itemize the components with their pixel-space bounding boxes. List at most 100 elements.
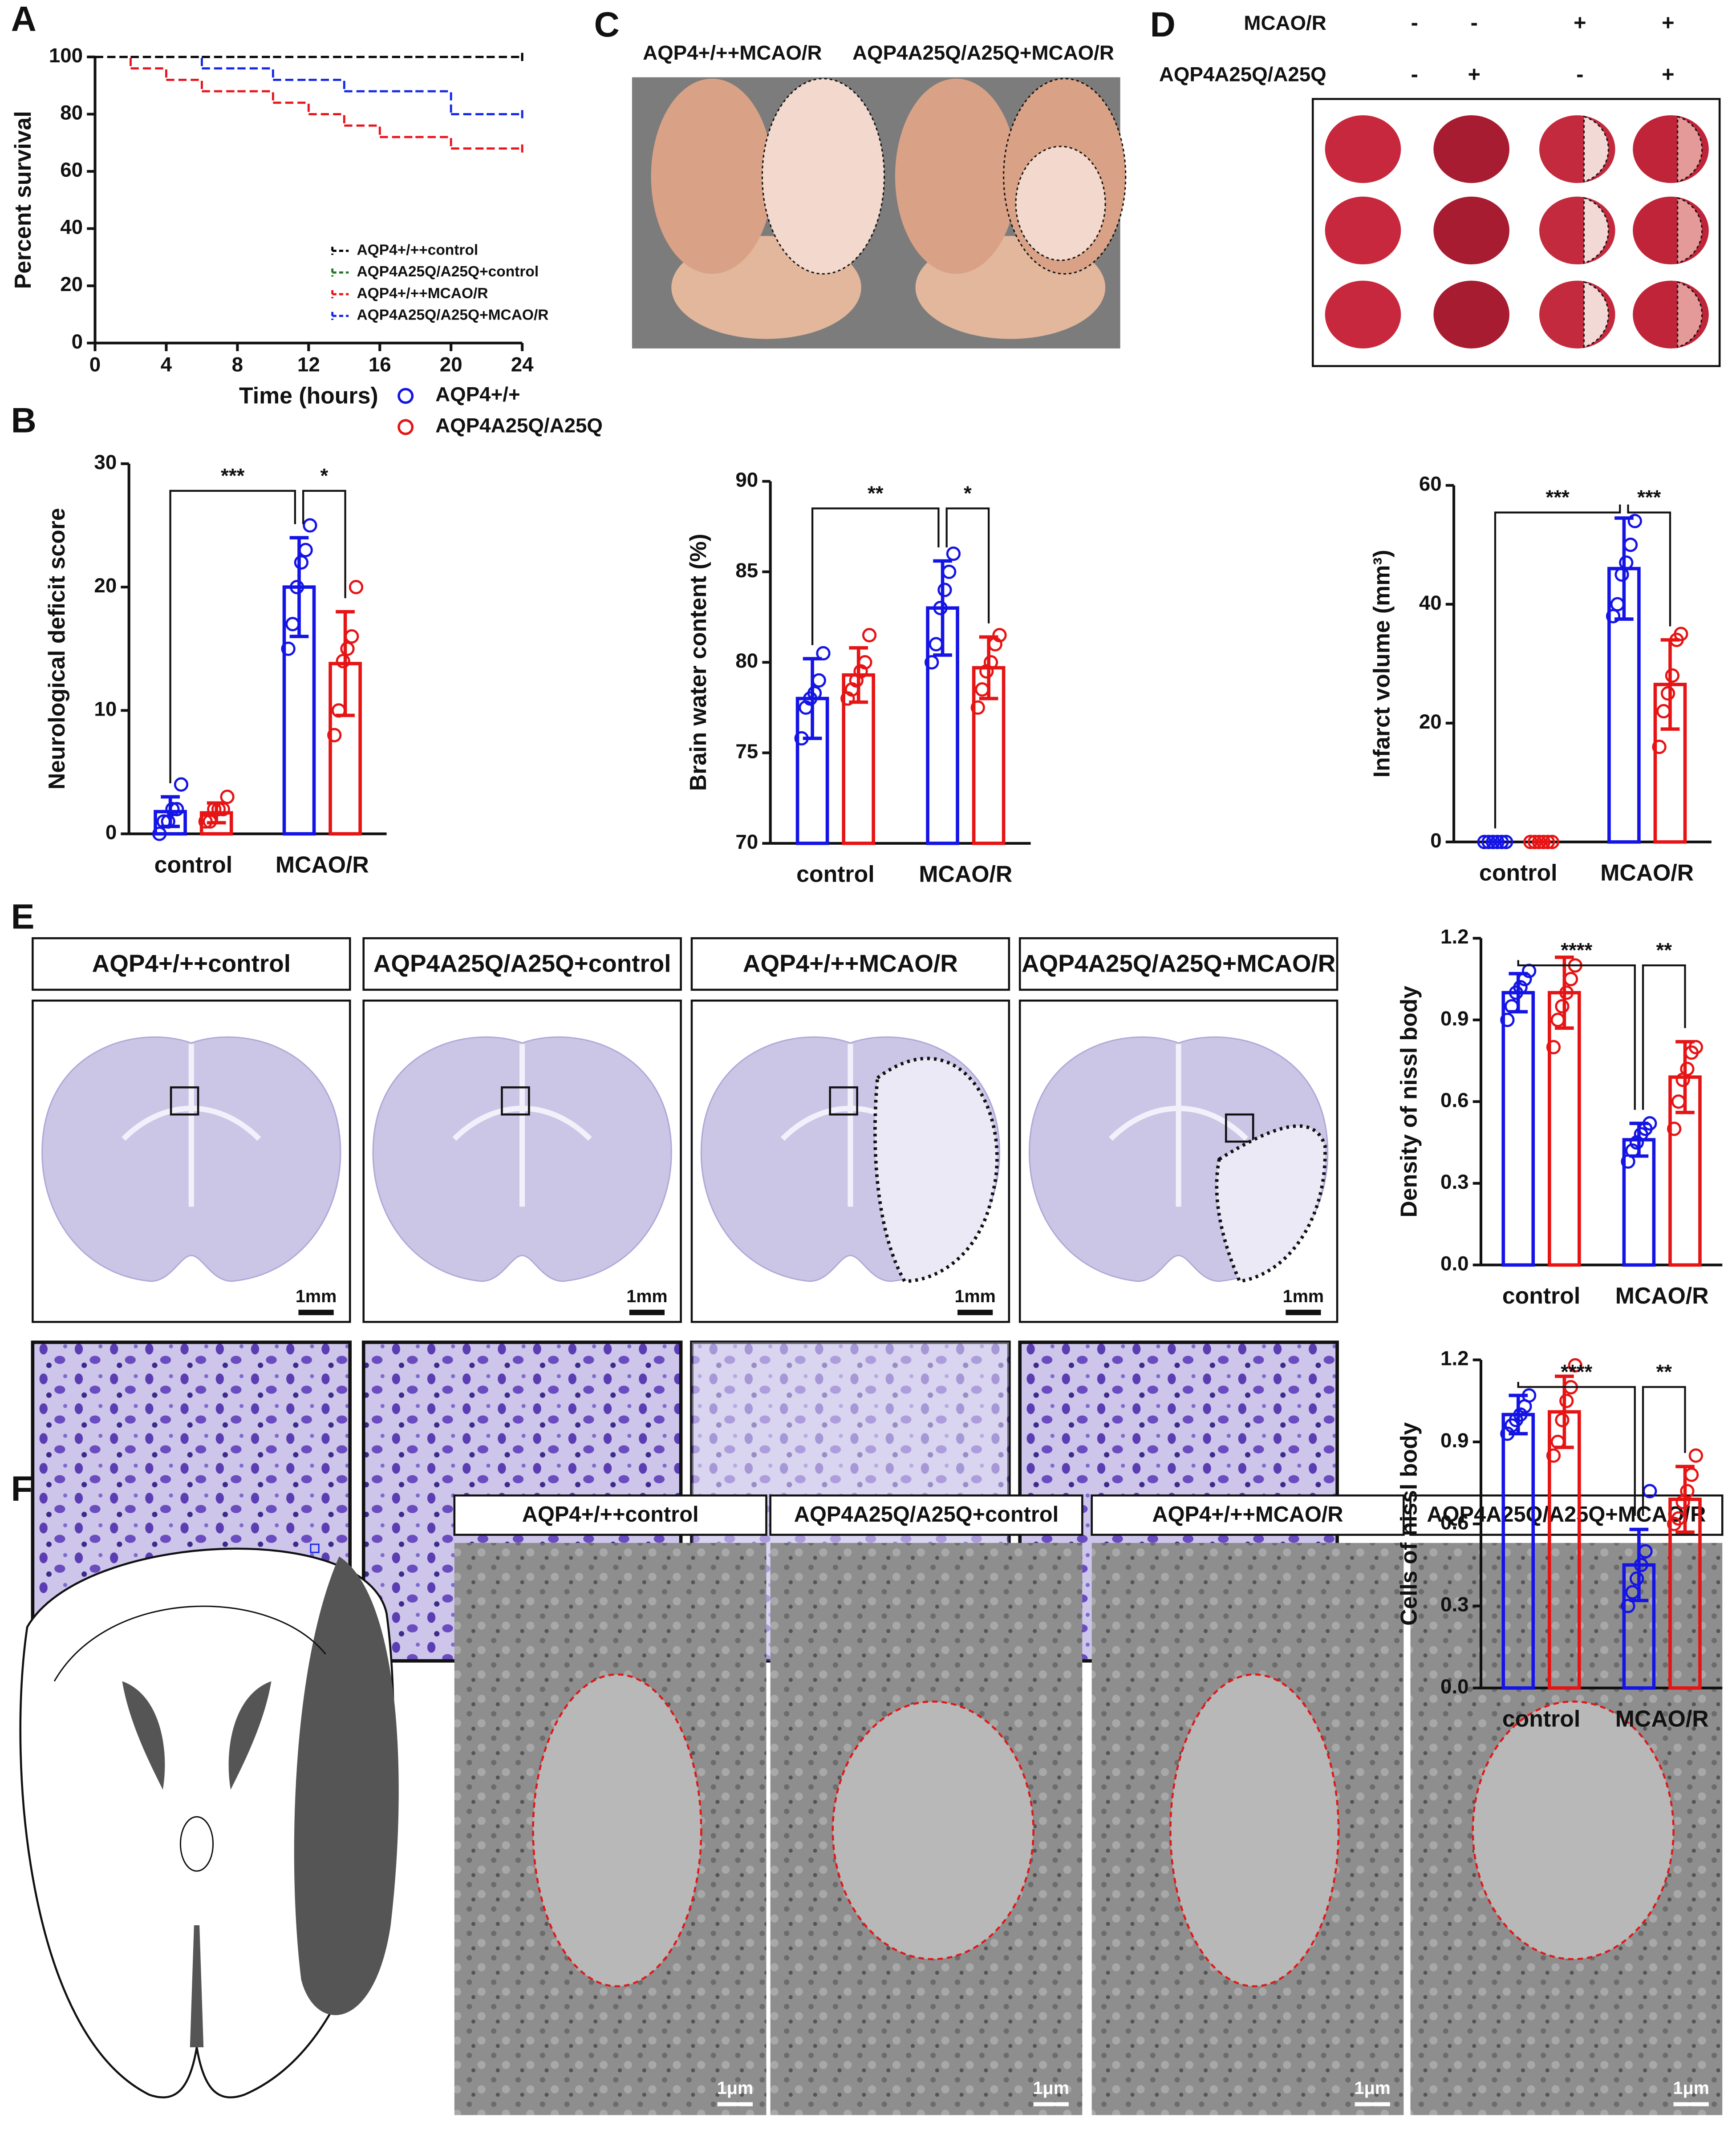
row-label: MCAO/R	[1244, 12, 1326, 34]
survival-step	[308, 113, 345, 126]
legend-label: AQP4A25Q/A25Q	[435, 414, 603, 437]
data-point	[929, 637, 944, 652]
error-bar	[336, 610, 355, 717]
image-label: AQP4+/++MCAO/R	[643, 41, 822, 64]
panel-g: AQP4+/++control 1μm AQP4A25Q/A25Q+control 1…	[453, 1494, 1724, 2115]
data-point	[1610, 597, 1625, 611]
data-point	[289, 579, 304, 595]
x-tick-label: MCAO/R	[276, 851, 369, 877]
y-axis-label: Percent survival	[10, 111, 36, 289]
data-point	[925, 655, 939, 670]
ventricle	[228, 1681, 272, 1790]
data-point	[1550, 1434, 1565, 1450]
y-axis-label: Neurological deficit score	[44, 508, 69, 790]
x-tick-label: 16	[369, 353, 391, 376]
infarct	[1583, 281, 1609, 348]
image-label: AQP4+/++MCAO/R	[743, 950, 958, 977]
data-point	[1500, 1012, 1515, 1027]
y-tick-label: 40	[60, 216, 83, 239]
y-tick-label: 1.2	[1440, 925, 1469, 948]
data-point	[1623, 538, 1638, 552]
legend-marker	[397, 419, 414, 435]
midline	[452, 1044, 592, 1207]
condition-sign: -	[1411, 62, 1418, 86]
data-point	[1634, 1558, 1648, 1572]
data-point	[331, 703, 346, 718]
roi-box	[310, 1543, 320, 1553]
infarct	[1677, 115, 1703, 183]
data-point	[215, 802, 230, 817]
data-point	[303, 518, 317, 533]
data-point	[1660, 686, 1675, 701]
header-box	[769, 1494, 1083, 1536]
data-point	[933, 601, 948, 616]
data-point	[174, 777, 189, 792]
corpus-callosum	[53, 1605, 326, 1682]
data-point	[165, 802, 180, 817]
data-point	[1559, 985, 1574, 1000]
brain-slice	[1325, 196, 1401, 265]
data-point	[1563, 972, 1578, 987]
data-point	[858, 655, 872, 670]
data-point	[1656, 704, 1671, 719]
y-tick-label: 0.3	[1440, 1170, 1469, 1193]
bar	[1548, 991, 1581, 1267]
nucleus	[1169, 1673, 1340, 1988]
significance-bracket	[1627, 504, 1671, 627]
data-point	[1499, 834, 1513, 850]
data-point	[1674, 627, 1688, 641]
data-point	[1688, 1448, 1704, 1463]
hemisphere	[651, 78, 773, 274]
scale-label: 1μm	[1673, 2078, 1709, 2098]
x-tick-label: 12	[297, 353, 320, 376]
error-bar	[933, 559, 952, 657]
x-tick-label: MCAO/R	[1615, 1283, 1709, 1308]
x-tick-label: control	[1502, 1706, 1580, 1732]
y-tick-label: 1.2	[1440, 1347, 1469, 1370]
data-point	[203, 814, 217, 829]
data-point	[946, 547, 961, 561]
y-tick-label: 0.0	[1440, 1252, 1469, 1275]
x-tick-label: 20	[440, 353, 462, 376]
legend-marker	[331, 247, 349, 255]
data-point	[336, 654, 350, 668]
x-tick-label: 24	[511, 353, 534, 376]
significance-label: *	[964, 482, 972, 505]
third-ventricle	[179, 1816, 214, 1872]
x-tick-label: MCAO/R	[1600, 860, 1694, 886]
image-label: AQP4A25Q/A25Q+control	[794, 1502, 1059, 1527]
data-point	[1629, 1571, 1644, 1586]
data-point	[1505, 999, 1519, 1014]
y-tick-label: 100	[49, 44, 83, 67]
data-point	[1513, 1407, 1528, 1422]
data-point	[811, 673, 826, 688]
survival-step	[166, 56, 203, 69]
y-axis-label: Cells of nissl body	[1395, 1422, 1421, 1626]
y-tick-label: 60	[60, 158, 83, 181]
roi-box	[1225, 1113, 1254, 1143]
y-tick-label: 20	[60, 273, 83, 296]
ventricle	[122, 1681, 165, 1790]
data-point	[1625, 1143, 1640, 1158]
data-point	[152, 826, 167, 841]
y-tick-label: 0	[1430, 829, 1441, 852]
significance-label: **	[1656, 1361, 1672, 1383]
midline	[1109, 1044, 1249, 1207]
header-box	[453, 1494, 767, 1536]
significance-bracket	[169, 490, 296, 783]
legend-label: AQP4+/+	[435, 383, 520, 406]
brain-slice	[1325, 280, 1401, 348]
panel-label: E	[11, 896, 35, 936]
significance-label: ****	[1561, 939, 1592, 962]
error-bar	[1555, 956, 1574, 1030]
infarct	[1677, 281, 1703, 348]
infarct	[1677, 197, 1703, 264]
data-point	[170, 802, 184, 817]
data-point	[327, 728, 342, 742]
survival-step	[273, 101, 310, 114]
data-point	[1545, 834, 1560, 850]
y-tick-label: 10	[94, 697, 117, 720]
header-box	[32, 937, 351, 991]
scale-label: 1mm	[296, 1287, 337, 1306]
significance-bracket	[1517, 960, 1636, 1110]
